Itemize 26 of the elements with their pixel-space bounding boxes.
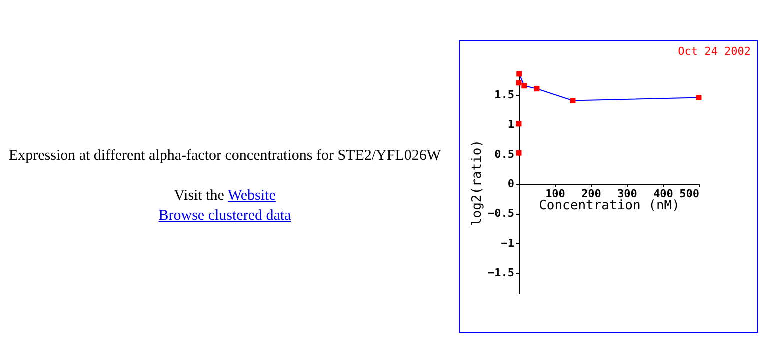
y-axis-title: log2(ratio) <box>470 140 486 226</box>
point <box>696 95 702 100</box>
y-tick-label: −0.5 <box>488 207 514 220</box>
y-tick-label: 1 <box>508 118 515 132</box>
point <box>516 150 522 156</box>
x-axis-title: Concentration (nM) <box>539 198 680 214</box>
y-tick-label: −1.5 <box>488 266 514 280</box>
text: Visit the Website <box>173 187 277 206</box>
point <box>516 121 522 127</box>
point <box>522 83 528 89</box>
point <box>534 86 540 92</box>
y-tick-label: 0.5 <box>494 148 514 161</box>
x-tick-label: 300 <box>618 187 638 200</box>
x-tick-label: 200 <box>582 187 602 200</box>
point <box>516 80 522 86</box>
point <box>570 98 576 104</box>
x-tick-label: 100 <box>546 187 566 200</box>
y-tick-label: 1.5 <box>494 88 514 102</box>
text: Expression at different alpha-factor concentrations for STE2/YFL026W <box>8 147 442 166</box>
y-tick-label: 0 <box>508 177 514 190</box>
x-tick-label: 400 <box>654 187 674 200</box>
text: Oct 24 2002 <box>678 45 751 58</box>
text: Browse clustered data <box>158 208 292 224</box>
x-tick-label: 500 <box>680 187 700 200</box>
point <box>516 71 522 77</box>
y-tick-label: −1 <box>501 236 515 250</box>
